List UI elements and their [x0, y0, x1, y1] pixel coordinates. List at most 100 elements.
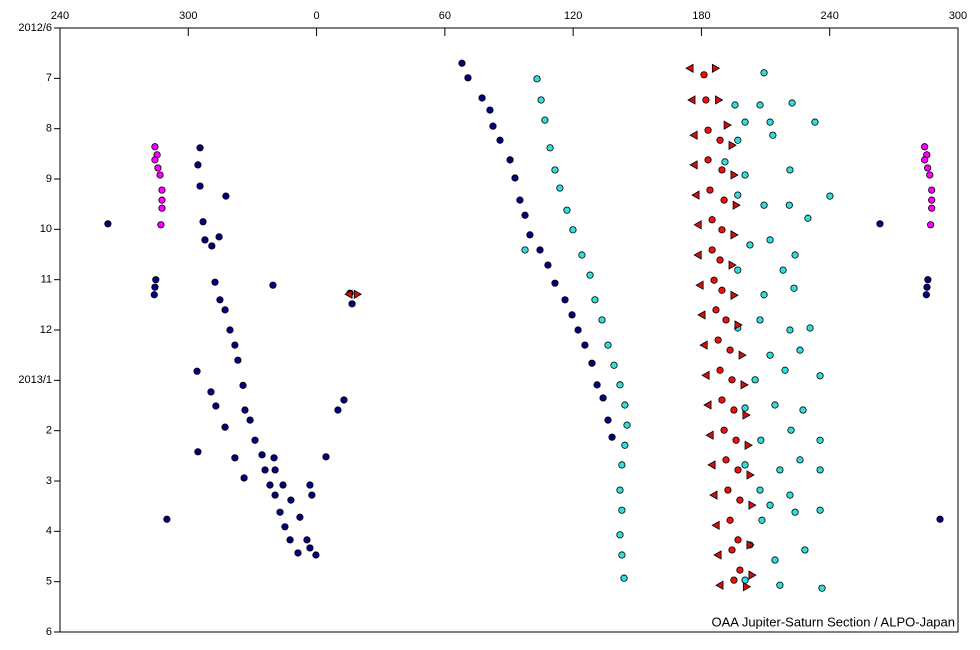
point: [711, 63, 721, 73]
point: [776, 581, 784, 589]
point: [730, 230, 739, 240]
point: [734, 320, 743, 330]
point: [738, 350, 747, 360]
point: [720, 426, 728, 434]
point: [715, 95, 724, 105]
point: [728, 260, 737, 270]
point: [924, 164, 932, 172]
point: [801, 546, 809, 554]
point: [608, 433, 616, 441]
point: [741, 118, 749, 126]
point: [791, 251, 799, 259]
point: [921, 156, 929, 164]
point: [806, 324, 814, 332]
x-tick-label: 120: [564, 10, 582, 22]
y-tick-label: 5: [46, 576, 52, 588]
point: [712, 306, 720, 314]
point: [700, 71, 708, 79]
point: [708, 216, 716, 224]
point: [104, 220, 112, 228]
point: [212, 402, 220, 410]
point: [581, 341, 589, 349]
point: [741, 576, 749, 584]
point: [340, 396, 348, 404]
point: [742, 410, 751, 420]
point: [152, 276, 160, 284]
point: [713, 550, 722, 560]
point: [748, 570, 757, 580]
y-tick-label: 8: [46, 123, 52, 135]
point: [541, 116, 549, 124]
point: [578, 251, 586, 259]
point: [730, 290, 739, 300]
point: [748, 500, 757, 510]
point: [732, 200, 741, 210]
point: [716, 366, 724, 374]
point: [569, 226, 577, 234]
point: [151, 143, 159, 151]
point: [787, 426, 795, 434]
point: [271, 491, 279, 499]
point: [766, 501, 774, 509]
point: [746, 241, 754, 249]
point: [348, 300, 356, 308]
point: [728, 140, 737, 150]
point: [707, 460, 716, 470]
point: [536, 246, 544, 254]
point: [709, 490, 718, 500]
point: [308, 491, 316, 499]
point: [193, 367, 201, 375]
point: [599, 394, 607, 402]
point: [788, 99, 796, 107]
point: [715, 580, 724, 590]
point: [726, 516, 734, 524]
point: [816, 436, 824, 444]
point: [689, 130, 698, 140]
point: [556, 184, 564, 192]
point: [818, 584, 826, 592]
point: [246, 416, 254, 424]
point: [766, 118, 774, 126]
point: [706, 186, 714, 194]
point: [616, 381, 624, 389]
point: [718, 166, 726, 174]
point: [786, 326, 794, 334]
point: [241, 406, 249, 414]
point: [623, 421, 631, 429]
point: [758, 516, 766, 524]
point: [742, 582, 752, 592]
point: [312, 551, 320, 559]
y-tick-label: 3: [46, 475, 52, 487]
point: [740, 380, 749, 390]
y-tick-label: 2012/6: [18, 22, 52, 34]
point: [704, 156, 712, 164]
point: [322, 453, 330, 461]
point: [199, 218, 207, 226]
y-tick-label: 7: [46, 72, 52, 84]
point: [746, 540, 755, 550]
point: [621, 401, 629, 409]
point: [711, 520, 720, 530]
point: [478, 94, 486, 102]
point: [163, 515, 171, 523]
point: [151, 156, 159, 164]
point: [785, 201, 793, 209]
point: [702, 96, 710, 104]
point: [526, 231, 534, 239]
point: [928, 196, 936, 204]
point: [734, 266, 742, 274]
x-tick-label: 180: [692, 10, 710, 22]
point: [521, 211, 529, 219]
point: [154, 164, 162, 172]
y-tick-label: 12: [40, 324, 52, 336]
point: [266, 481, 274, 489]
point: [685, 63, 694, 73]
point: [616, 486, 624, 494]
y-tick-label: 2013/1: [18, 374, 52, 386]
point: [563, 206, 571, 214]
point: [734, 136, 742, 144]
point: [588, 359, 596, 367]
point: [744, 440, 753, 450]
point: [211, 278, 219, 286]
point: [710, 276, 718, 284]
